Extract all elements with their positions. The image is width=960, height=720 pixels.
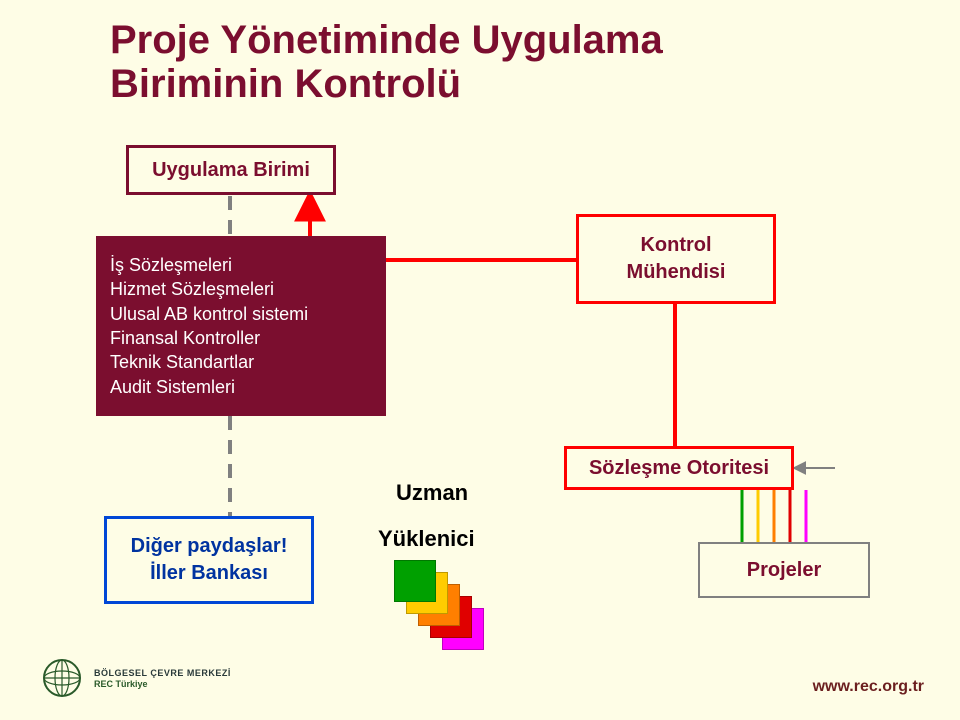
node-sozlesme_otoritesi-label: Sözleşme Otoritesi (589, 457, 769, 480)
node-projeler: Projeler (698, 542, 870, 598)
node-projeler-label: Projeler (747, 559, 821, 582)
label-uzman: Uzman (396, 480, 468, 506)
title-line: Biriminin Kontrolü (110, 62, 960, 106)
node-kontrol-line: Kontrol (640, 232, 711, 259)
diagram-stage: Proje Yönetiminde UygulamaBiriminin Kont… (0, 0, 960, 720)
globe-icon (40, 656, 84, 700)
title-line: Proje Yönetiminde Uygulama (110, 18, 960, 62)
node-uygulama: Uygulama Birimi (126, 145, 336, 195)
page-title: Proje Yönetiminde UygulamaBiriminin Kont… (110, 18, 960, 106)
node-diger: Diğer paydaşlar!İller Bankası (104, 516, 314, 604)
node-sozlesmeler-line: Finansal Kontroller (110, 326, 260, 350)
node-sozlesmeler-line: Ulusal AB kontrol sistemi (110, 302, 308, 326)
node-diger-line: Diğer paydaşlar! (131, 533, 288, 560)
footer-logo: BÖLGESEL ÇEVRE MERKEZİ REC Türkiye (40, 656, 231, 700)
node-kontrol: KontrolMühendisi (576, 214, 776, 304)
node-sozlesmeler-line: Audit Sistemleri (110, 375, 235, 399)
logo-text: BÖLGESEL ÇEVRE MERKEZİ REC Türkiye (94, 668, 231, 689)
node-sozlesme_otoritesi: Sözleşme Otoritesi (564, 446, 794, 490)
node-sozlesmeler-line: Teknik Standartlar (110, 350, 254, 374)
node-sozlesmeler: İş SözleşmeleriHizmet SözleşmeleriUlusal… (96, 236, 386, 416)
label-yuklenici: Yüklenici (378, 526, 475, 552)
node-sozlesmeler-line: İş Sözleşmeleri (110, 253, 232, 277)
node-kontrol-line: Mühendisi (627, 259, 726, 286)
node-sozlesmeler-line: Hizmet Sözleşmeleri (110, 277, 274, 301)
footer-url: www.rec.org.tr (813, 678, 924, 696)
stacked-squares (394, 560, 482, 648)
node-diger-line: İller Bankası (150, 560, 268, 587)
stack-square (394, 560, 436, 602)
logo-line1: BÖLGESEL ÇEVRE MERKEZİ (94, 668, 231, 678)
logo-line2: REC Türkiye (94, 679, 231, 689)
node-uygulama-label: Uygulama Birimi (152, 159, 310, 182)
